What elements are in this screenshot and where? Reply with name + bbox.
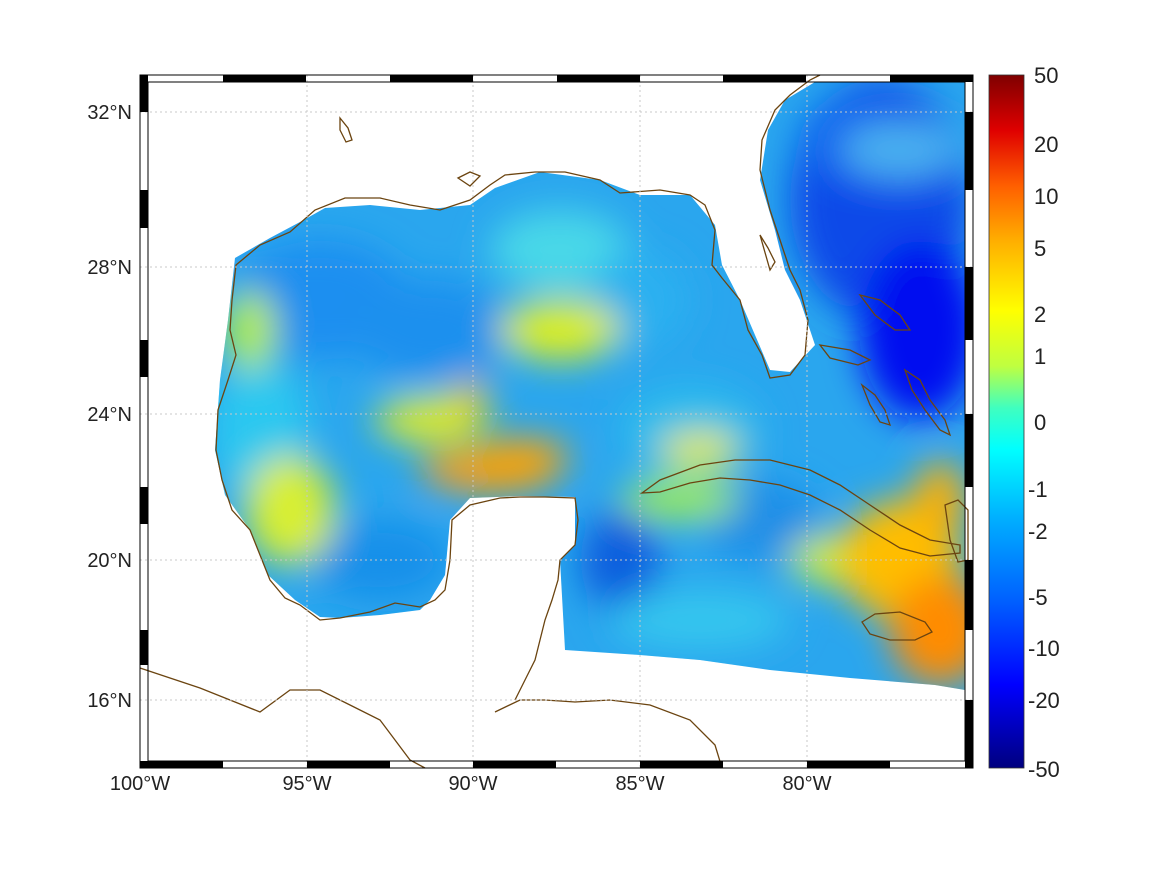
colorbar-tick-label: 20 bbox=[1034, 132, 1058, 157]
colorbar-gradient bbox=[988, 74, 1025, 769]
lon-label: 85°W bbox=[615, 773, 664, 795]
colorbar-tick-label: 0 bbox=[1034, 410, 1046, 435]
lon-label: 90°W bbox=[448, 773, 497, 795]
lon-label: 95°W bbox=[282, 773, 331, 795]
lat-label: 28°N bbox=[87, 257, 132, 279]
colorbar: 50 20 10 5 2 1 0 -1 -2 -5 -10 -20 -50 bbox=[988, 63, 1060, 782]
map-frame bbox=[139, 74, 974, 769]
map-panel: 100°W 95°W 90°W 85°W 80°W 32°N 28°N 24°N… bbox=[87, 74, 974, 795]
colorbar-tick-label: -5 bbox=[1028, 585, 1048, 610]
gridlines bbox=[140, 75, 973, 768]
colorbar-tick-label: 1 bbox=[1034, 344, 1046, 369]
colorbar-tick-label: 5 bbox=[1034, 236, 1046, 261]
lon-label: 80°W bbox=[782, 773, 831, 795]
colorbar-tick-label: -2 bbox=[1028, 519, 1048, 544]
lon-label: 100°W bbox=[110, 773, 170, 795]
latitude-labels: 32°N 28°N 24°N 20°N 16°N bbox=[87, 102, 132, 712]
lat-label: 24°N bbox=[87, 404, 132, 426]
lat-label: 32°N bbox=[87, 102, 132, 124]
colorbar-tick-label: 2 bbox=[1034, 302, 1046, 327]
colorbar-tick-label: -50 bbox=[1028, 757, 1060, 782]
colorbar-tick-label: 10 bbox=[1034, 184, 1058, 209]
colorbar-tick-label: -10 bbox=[1028, 636, 1060, 661]
longitude-labels: 100°W 95°W 90°W 85°W 80°W bbox=[110, 773, 832, 795]
colorbar-ticks: 50 20 10 5 2 1 0 -1 -2 -5 -10 -20 -50 bbox=[1028, 63, 1060, 782]
lat-label: 16°N bbox=[87, 690, 132, 712]
lat-label: 20°N bbox=[87, 550, 132, 572]
colorbar-tick-label: -1 bbox=[1028, 477, 1048, 502]
colorbar-tick-label: -20 bbox=[1028, 688, 1060, 713]
colorbar-tick-label: 50 bbox=[1034, 63, 1058, 88]
